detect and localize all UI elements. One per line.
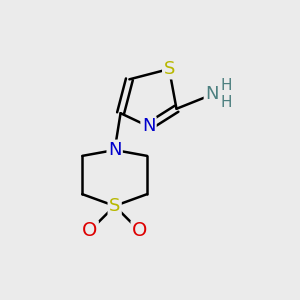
Text: S: S	[164, 60, 175, 78]
Text: H: H	[221, 78, 232, 93]
Text: N: N	[142, 117, 155, 135]
Text: O: O	[132, 221, 147, 241]
Text: O: O	[82, 221, 97, 241]
Text: N: N	[205, 85, 219, 103]
Text: N: N	[108, 141, 122, 159]
Text: S: S	[109, 197, 120, 215]
Text: H: H	[221, 95, 232, 110]
